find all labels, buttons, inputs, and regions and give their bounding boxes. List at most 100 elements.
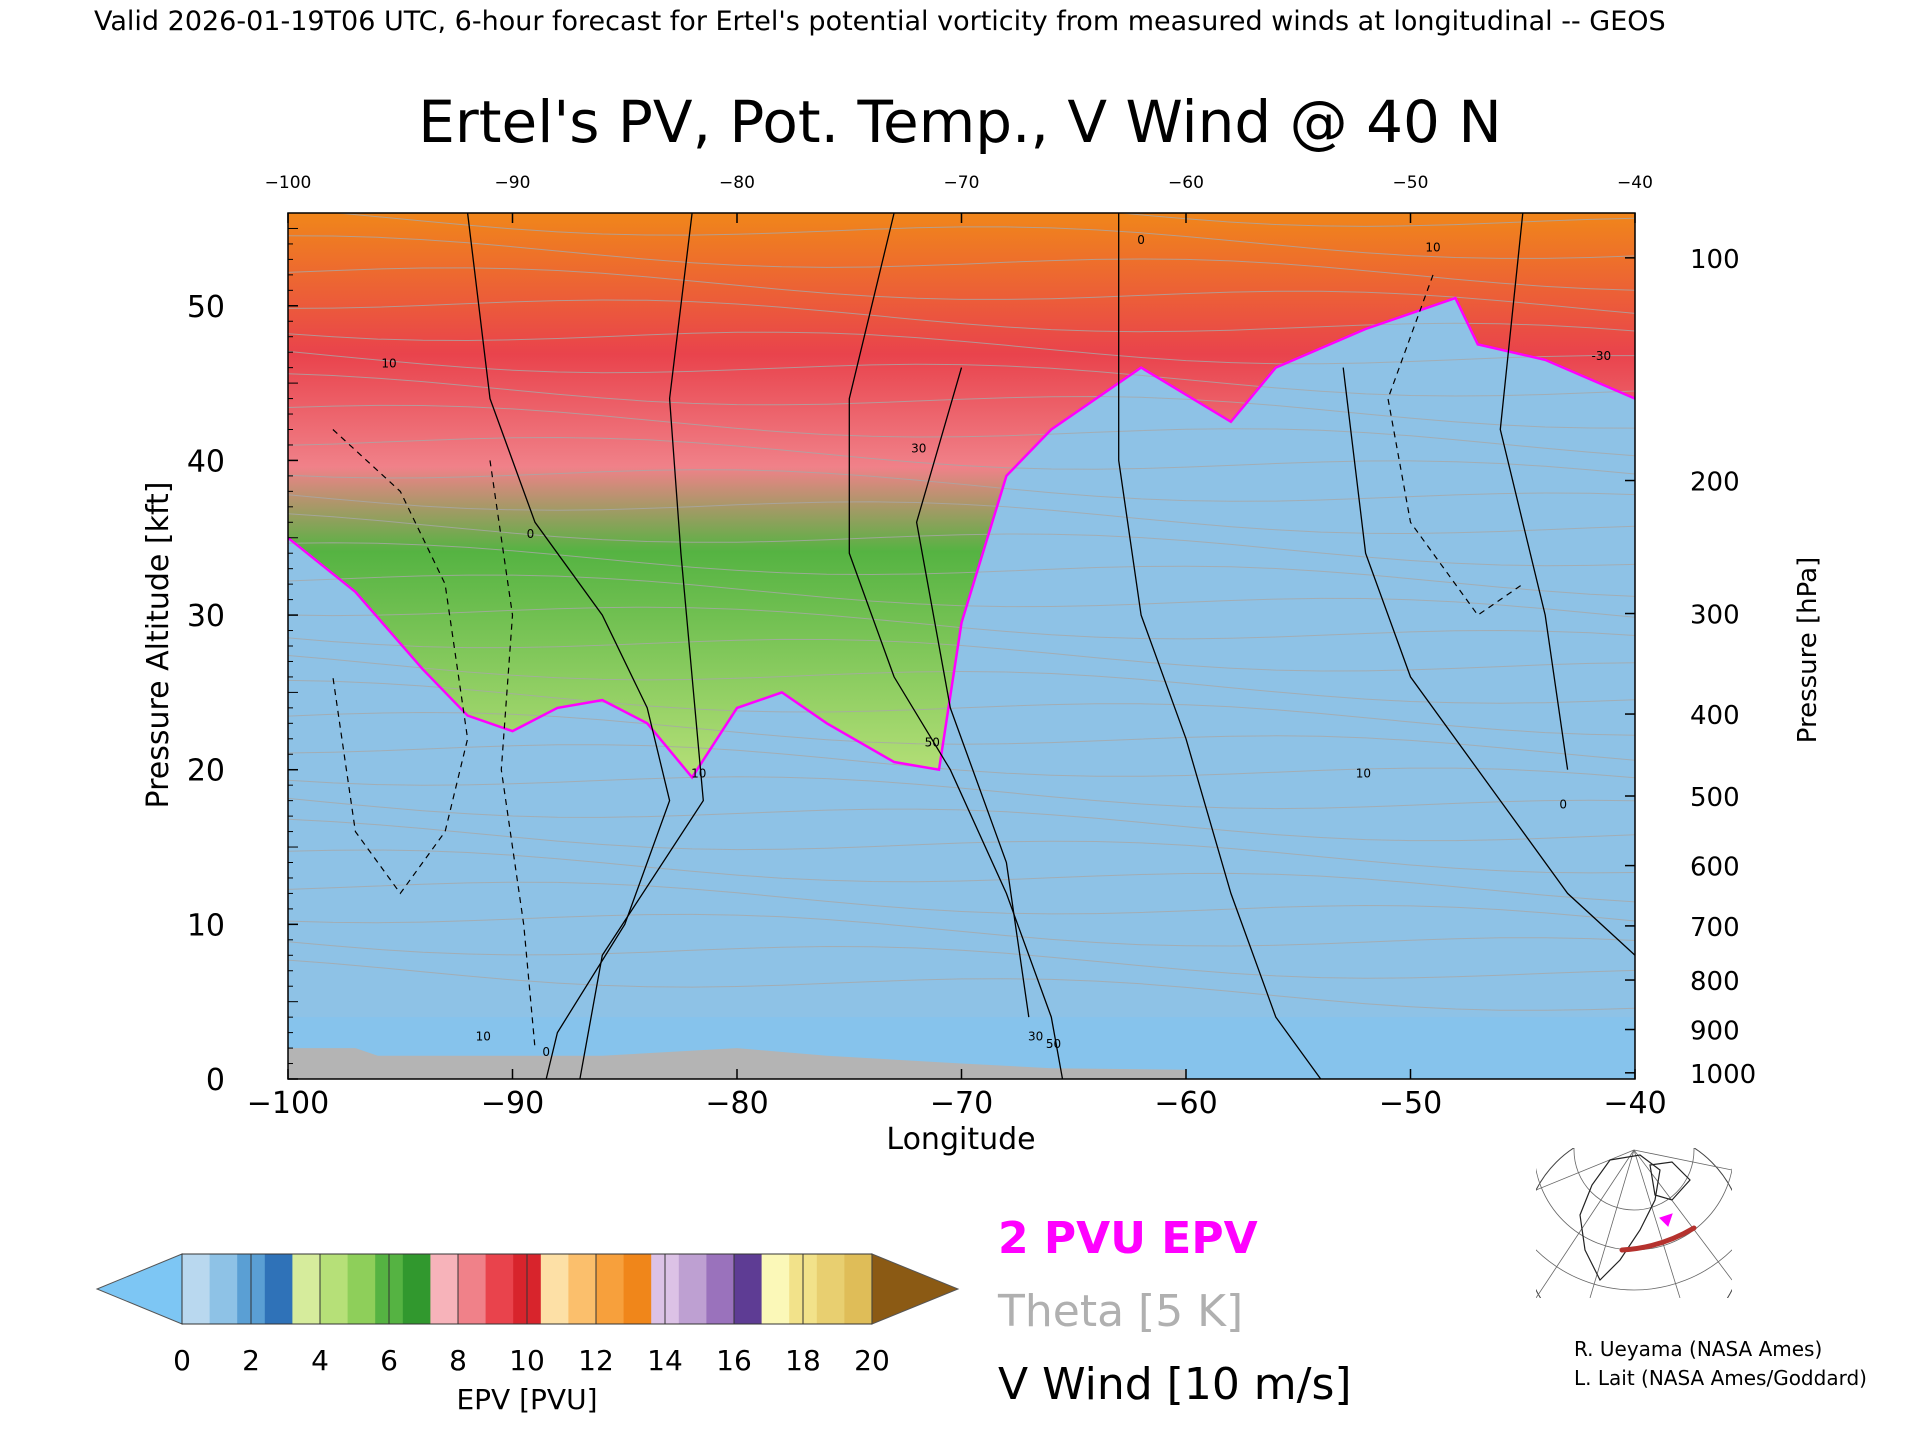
contour-label: 50: [925, 736, 940, 750]
x-tick-label: −80: [705, 1086, 768, 1121]
x-tick-label-top: −90: [495, 173, 531, 193]
v-wind-contour: [915, 367, 1030, 1018]
theta-isentrope: [288, 711, 1635, 761]
x-tick-label-top: −100: [265, 173, 312, 193]
theta-isentrope: [288, 469, 1635, 502]
theta-isentrope: [288, 881, 1635, 922]
colorbar-tick-label: 4: [311, 1344, 329, 1377]
colorbar-tick-label: 18: [785, 1344, 821, 1377]
theta-isentrope: [288, 350, 1635, 397]
contour-label: 30: [1028, 1029, 1043, 1043]
theta-isentrope: [288, 679, 1635, 736]
theta-isentrope: [288, 797, 1635, 842]
colorbar-swatch: [844, 1254, 873, 1324]
colorbar-tick-label: 8: [449, 1344, 467, 1377]
x-tick-label: −60: [1154, 1086, 1217, 1121]
colorbar-swatch: [761, 1254, 790, 1324]
colorbar-swatch: [816, 1254, 845, 1324]
colorbar-tick-label: 10: [509, 1344, 545, 1377]
pressure-tick-label: 600: [1690, 853, 1740, 883]
terrain: [288, 1048, 1635, 1079]
theta-isentrope: [288, 744, 1635, 779]
colorbar-swatch: [320, 1254, 349, 1324]
epv-field-layer: [288, 213, 1635, 1079]
colorbar-swatch: [540, 1254, 569, 1324]
colorbar-swatch: [347, 1254, 376, 1324]
pressure-tick-label: 100: [1690, 245, 1740, 275]
contour-label: 10: [1425, 241, 1440, 255]
theta-isentrope: [288, 913, 1635, 947]
colorbar-tick-label: 6: [380, 1344, 398, 1377]
contour-label: 0: [542, 1045, 550, 1059]
contour-label: -30: [1591, 349, 1611, 363]
polar-map-icon: [1536, 1148, 1732, 1298]
colorbar-tick-label: 14: [647, 1344, 683, 1377]
colorbar-swatch: [485, 1254, 514, 1324]
theta-isentrope: [288, 941, 1635, 979]
v-wind-contour: [579, 213, 704, 1079]
y-axis-label-right: Pressure [hPa]: [1793, 557, 1823, 744]
colorbar-swatch: [734, 1254, 763, 1324]
theta-isentrope: [288, 404, 1635, 457]
colorbar-tick-label: 16: [716, 1344, 752, 1377]
x-tick-label: −50: [1379, 1086, 1442, 1121]
legend-theta: Theta [5 K]: [997, 1286, 1243, 1337]
colorbar: 0 2 4 6 8 10 12 14 16 18 20: [95, 1253, 960, 1377]
contour-label: 0: [1559, 797, 1567, 811]
v-wind-contour: [1118, 213, 1322, 1079]
theta-isentrope: [288, 849, 1635, 903]
x-tick-label-top: −70: [944, 173, 980, 193]
pressure-tick-label: 800: [1690, 967, 1740, 997]
theta-isentrope: [288, 542, 1635, 597]
colorbar-swatch: [706, 1254, 735, 1324]
contour-label: 50: [1046, 1037, 1061, 1051]
theta-isentrope: [288, 513, 1635, 567]
colorbar-tick-label: 0: [173, 1344, 191, 1377]
theta-isentrope: [288, 494, 1635, 535]
theta-isentrope: [288, 299, 1635, 333]
theta-isentrope: [288, 776, 1635, 810]
theta-isentrope: [1116, 213, 1635, 227]
contour-label: 10: [691, 766, 706, 780]
y-tick-label: 40: [187, 444, 225, 479]
y-tick-label: 30: [187, 599, 225, 634]
colorbar-swatch: [430, 1254, 459, 1324]
axis-layer: −100 −100 −90 −90 −80 −80 −70 −70 −60 −60 −50 −50 −4…: [187, 173, 1756, 1121]
contour-label: 0: [1137, 233, 1145, 247]
theta-isentrope: [288, 959, 1635, 1011]
colorbar-swatch: [678, 1254, 707, 1324]
theta-isentrope: [332, 213, 1635, 259]
theta-isentrope: [288, 574, 1635, 618]
theta-isentrope: [288, 637, 1635, 672]
contour-label: 10: [476, 1029, 491, 1043]
colorbar-label: EPV [PVU]: [456, 1383, 597, 1416]
colorbar-swatch: [568, 1254, 597, 1324]
contour-label: 10: [381, 357, 396, 371]
colorbar-swatch: [209, 1254, 238, 1324]
stratosphere-region: [288, 213, 1635, 778]
contour-label: 0: [527, 527, 535, 541]
pressure-tick-label: 300: [1690, 601, 1740, 631]
v-wind-contour: [848, 213, 1064, 1079]
y-tick-label: 0: [206, 1063, 225, 1098]
contour-label: 30: [911, 442, 926, 456]
theta-isentrope: [288, 267, 1635, 314]
x-tick-label: −90: [481, 1086, 544, 1121]
theta-isentrope: [288, 373, 1635, 429]
colorbar-swatch: [458, 1254, 487, 1324]
x-tick-label: −40: [1603, 1086, 1666, 1121]
colorbar-over-arrow: [871, 1253, 960, 1325]
v-wind-contour: [1342, 367, 1635, 956]
tropopause-2pvu-line: [288, 296, 1635, 780]
colorbar-swatch: [596, 1254, 625, 1324]
v-wind-contour-negative: [332, 429, 469, 895]
colorbar-tick-label: 20: [854, 1344, 890, 1377]
pressure-tick-label: 500: [1690, 783, 1740, 813]
pressure-tick-label: 400: [1690, 701, 1740, 731]
theta-isentrope: [288, 818, 1635, 874]
x-tick-label-top: −50: [1393, 173, 1429, 193]
v-wind-contour: [466, 213, 671, 1079]
v-wind-contour-negative: [1387, 274, 1524, 616]
